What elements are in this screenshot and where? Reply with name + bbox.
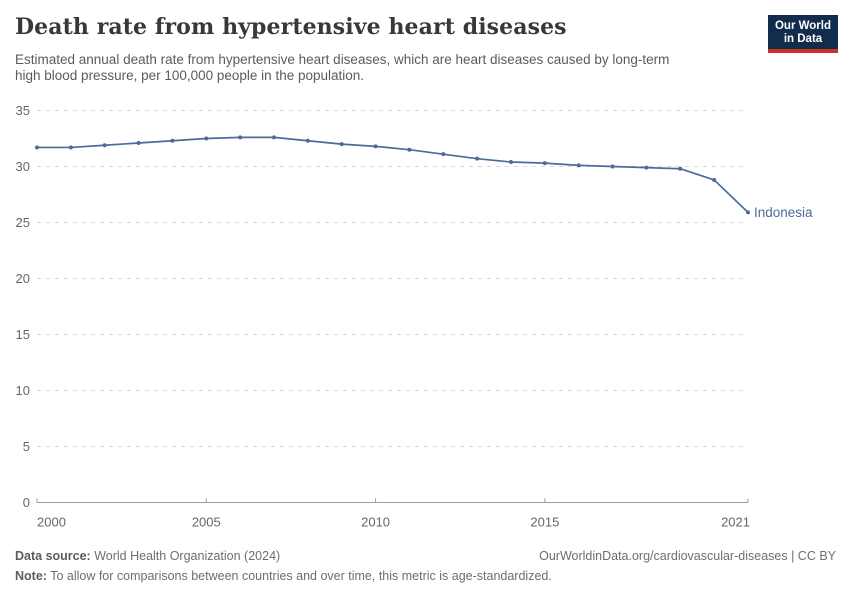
- y-axis-tick-label: 0: [23, 495, 30, 510]
- x-axis-tick-label: 2000: [37, 515, 66, 530]
- data-point[interactable]: [170, 138, 175, 143]
- data-point[interactable]: [644, 165, 649, 170]
- chart-subtitle: Estimated annual death rate from hyperte…: [15, 52, 670, 83]
- owid-logo-red-bar: [768, 49, 838, 53]
- data-point[interactable]: [712, 177, 717, 182]
- note-value: To allow for comparisons between countri…: [46, 569, 552, 583]
- data-point[interactable]: [475, 156, 480, 161]
- data-point[interactable]: [136, 140, 141, 145]
- data-point[interactable]: [441, 152, 446, 157]
- y-axis-tick-label: 15: [16, 327, 30, 342]
- series-line[interactable]: [37, 136, 749, 214]
- data-point[interactable]: [373, 144, 378, 149]
- y-axis-tick-label: 25: [16, 215, 30, 230]
- x-axis-tick-label: 2021: [721, 515, 750, 530]
- chart-footer: Data source: World Health Organization (…: [15, 546, 836, 586]
- series-end-label: Indonesia: [754, 205, 813, 220]
- y-axis-tick-label: 5: [23, 439, 30, 454]
- data-point[interactable]: [35, 145, 39, 150]
- data-point[interactable]: [272, 135, 276, 140]
- line-chart: 0 5 10 15 20 25 30 35 2000 2005 2010 2015 2021 Indone…: [16, 103, 814, 530]
- owid-logo[interactable]: Our World in Data: [768, 15, 838, 53]
- data-point[interactable]: [305, 138, 310, 143]
- data-source: Data source: World Health Organization (…: [15, 546, 280, 566]
- x-axis-tick-label: 2010: [361, 515, 390, 530]
- data-point[interactable]: [542, 161, 547, 166]
- data-point[interactable]: [576, 163, 581, 168]
- data-point[interactable]: [102, 143, 107, 148]
- data-point[interactable]: [68, 145, 73, 150]
- page-title: Death rate from hypertensive heart disea…: [15, 14, 567, 40]
- note: Note: To allow for comparisons between c…: [15, 569, 552, 583]
- owid-url-link[interactable]: OurWorldinData.org/cardiovascular-diseas…: [539, 549, 836, 563]
- x-axis-tick-label: 2015: [530, 515, 559, 530]
- owid-logo-text: Our World in Data: [768, 15, 838, 49]
- data-point[interactable]: [339, 142, 344, 147]
- data-point[interactable]: [509, 160, 513, 165]
- data-point[interactable]: [204, 136, 209, 141]
- y-axis-tick-label: 35: [16, 103, 30, 118]
- y-axis-tick-label: 30: [16, 159, 30, 174]
- data-point[interactable]: [746, 210, 750, 215]
- x-axis-tick-label: 2005: [192, 515, 221, 530]
- data-point[interactable]: [610, 164, 615, 169]
- data-point[interactable]: [678, 166, 683, 171]
- y-axis-tick-label: 20: [16, 271, 30, 286]
- note-label: Note:: [15, 569, 47, 583]
- data-point[interactable]: [407, 147, 412, 152]
- data-point[interactable]: [238, 135, 243, 140]
- data-source-value: World Health Organization (2024): [90, 549, 281, 563]
- data-source-label: Data source:: [15, 549, 91, 563]
- y-axis-tick-label: 10: [16, 383, 30, 398]
